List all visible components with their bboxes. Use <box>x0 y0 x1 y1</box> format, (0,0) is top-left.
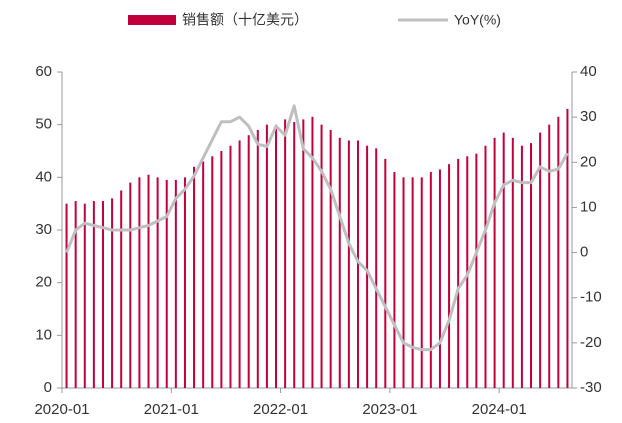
bar <box>438 169 441 388</box>
bar <box>493 137 496 388</box>
bar <box>366 145 369 388</box>
bar <box>220 151 223 388</box>
bar <box>566 108 569 388</box>
bar <box>156 177 159 388</box>
y2-tick-label: 10 <box>580 198 597 215</box>
bar <box>265 124 268 389</box>
y2-tick-label: -30 <box>580 379 602 396</box>
x-tick-label: 2022-01 <box>253 401 308 418</box>
bar <box>475 153 478 388</box>
bar <box>229 145 232 388</box>
x-tick-label: 2023-01 <box>362 401 417 418</box>
bar <box>448 164 451 388</box>
y2-tick-label: -10 <box>580 289 602 306</box>
bar <box>375 148 378 388</box>
legend-swatch <box>128 15 176 25</box>
y-tick-label: 30 <box>35 221 52 238</box>
bar <box>101 201 104 388</box>
bar <box>74 201 77 388</box>
bar <box>202 161 205 388</box>
bar <box>393 172 396 388</box>
bar <box>174 179 177 388</box>
line <box>65 104 569 352</box>
bar <box>165 179 168 388</box>
y2-tick-label: 40 <box>580 63 597 80</box>
y2-tick-label: 20 <box>580 153 597 170</box>
bar <box>83 203 86 388</box>
y-tick-label: 20 <box>35 274 52 291</box>
bar <box>520 145 523 388</box>
y2-tick-label: 0 <box>580 244 588 261</box>
y-tick-label: 50 <box>35 116 52 133</box>
bar <box>511 137 514 388</box>
bar <box>138 177 141 388</box>
bar <box>320 124 323 389</box>
bar <box>111 198 114 388</box>
bar <box>183 177 186 388</box>
bar <box>429 172 432 388</box>
bar <box>347 140 350 388</box>
y-tick-label: 60 <box>35 63 52 80</box>
bar <box>92 201 95 388</box>
bar <box>284 119 287 389</box>
bar <box>539 132 542 388</box>
x-tick-label: 2020-01 <box>34 401 89 418</box>
bar <box>120 190 123 388</box>
bar <box>293 122 296 389</box>
bar <box>256 129 259 388</box>
bar <box>530 143 533 388</box>
bar <box>557 116 560 389</box>
x-tick-label: 2021-01 <box>144 401 199 418</box>
bar <box>329 129 332 388</box>
bar <box>356 140 359 388</box>
bar <box>129 182 132 388</box>
bar <box>247 135 250 388</box>
bar <box>275 124 278 389</box>
bar <box>338 137 341 388</box>
legend-label: 销售额（十亿美元） <box>182 12 308 28</box>
bar <box>402 177 405 388</box>
bar <box>548 124 551 389</box>
bar <box>384 158 387 388</box>
y2-tick-label: -20 <box>580 334 602 351</box>
bar <box>238 140 241 388</box>
y-tick-label: 40 <box>35 168 52 185</box>
bar <box>411 177 414 388</box>
bar <box>484 145 487 388</box>
bar <box>302 119 305 389</box>
bar <box>193 166 196 388</box>
y-tick-label: 0 <box>44 379 52 396</box>
x-tick-label: 2024-01 <box>472 401 527 418</box>
bar <box>311 116 314 389</box>
bar <box>65 203 68 388</box>
bar <box>457 158 460 388</box>
bar <box>211 156 214 388</box>
bar <box>147 174 150 388</box>
bar <box>420 177 423 388</box>
y-tick-label: 10 <box>35 326 52 343</box>
bar <box>502 132 505 388</box>
y2-tick-label: 30 <box>580 108 597 125</box>
legend-label: YoY(%) <box>454 12 501 28</box>
